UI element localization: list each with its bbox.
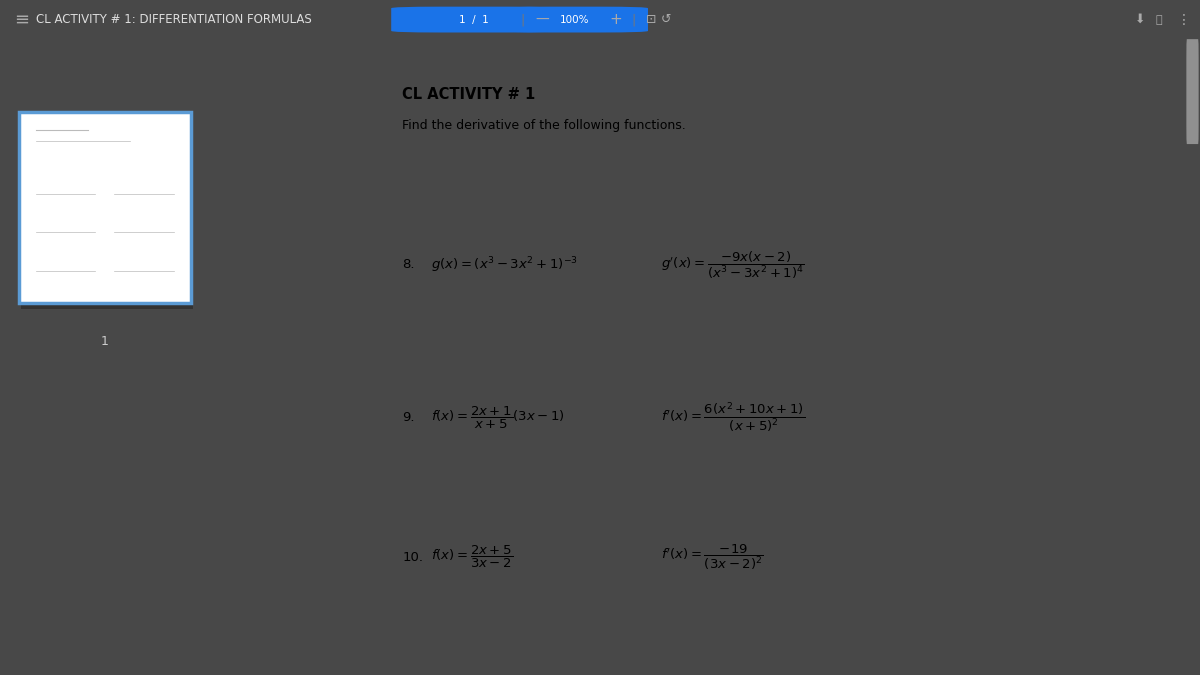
Text: CL ACTIVITY # 1: CL ACTIVITY # 1: [402, 87, 535, 102]
Text: ↺: ↺: [661, 13, 672, 26]
Text: $f'(x)=\dfrac{-19}{(3x-2)^2}$: $f'(x)=\dfrac{-19}{(3x-2)^2}$: [661, 543, 763, 572]
Text: $g(x)=\left(x^3-3x^2+1\right)^{-3}$: $g(x)=\left(x^3-3x^2+1\right)^{-3}$: [431, 255, 578, 275]
Text: 9.: 9.: [402, 411, 415, 424]
Bar: [22, 119, 193, 309]
FancyBboxPatch shape: [391, 7, 557, 32]
Text: Find the derivative of the following functions.: Find the derivative of the following fun…: [402, 119, 686, 132]
Text: $f(x)=\dfrac{2x+5}{3x-2}$: $f(x)=\dfrac{2x+5}{3x-2}$: [431, 544, 514, 570]
FancyBboxPatch shape: [1187, 39, 1199, 144]
Text: $f(x)=\dfrac{2x+1}{x+5}(3x-1)$: $f(x)=\dfrac{2x+1}{x+5}(3x-1)$: [431, 404, 565, 431]
Text: —: —: [535, 13, 548, 26]
Text: +: +: [610, 12, 623, 27]
Text: |: |: [521, 13, 526, 26]
Text: 1  /  1: 1 / 1: [460, 15, 488, 24]
Text: $g'(x)=\dfrac{-9x(x-2)}{\left(x^3-3x^2+1\right)^4}$: $g'(x)=\dfrac{-9x(x-2)}{\left(x^3-3x^2+1…: [661, 249, 805, 281]
Text: ⬇: ⬇: [1135, 13, 1146, 26]
FancyBboxPatch shape: [502, 7, 648, 32]
Text: 🖶: 🖶: [1156, 15, 1163, 24]
Text: ⊡: ⊡: [646, 13, 656, 26]
Text: ⋮: ⋮: [1177, 13, 1192, 26]
Text: $f'(x)=\dfrac{6\left(x^2+10x+1\right)}{(x+5)^2}$: $f'(x)=\dfrac{6\left(x^2+10x+1\right)}{(…: [661, 400, 805, 435]
Text: CL ACTIVITY # 1: DIFFERENTIATION FORMULAS: CL ACTIVITY # 1: DIFFERENTIATION FORMULA…: [36, 13, 312, 26]
FancyBboxPatch shape: [19, 112, 191, 303]
Text: ≡: ≡: [14, 11, 30, 28]
Text: 10.: 10.: [402, 551, 424, 564]
Text: |: |: [631, 13, 636, 26]
Text: 100%: 100%: [560, 15, 589, 24]
Text: 8.: 8.: [402, 259, 415, 271]
Text: 1: 1: [101, 335, 109, 348]
